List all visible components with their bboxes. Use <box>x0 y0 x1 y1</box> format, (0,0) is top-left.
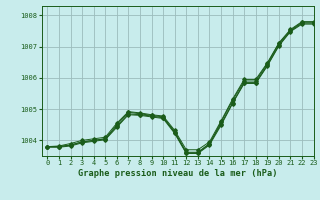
X-axis label: Graphe pression niveau de la mer (hPa): Graphe pression niveau de la mer (hPa) <box>78 169 277 178</box>
